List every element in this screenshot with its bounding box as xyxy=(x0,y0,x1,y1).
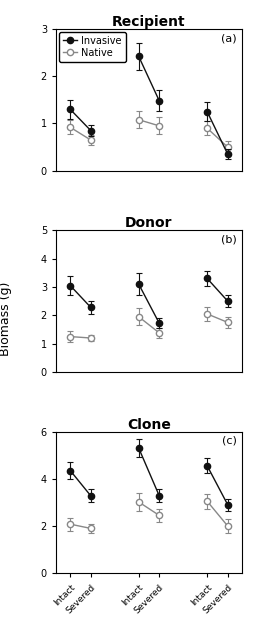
Title: Donor: Donor xyxy=(125,217,173,231)
Text: (c): (c) xyxy=(222,436,236,446)
Legend: Invasive, Native: Invasive, Native xyxy=(59,32,126,62)
Text: Biomass (g): Biomass (g) xyxy=(0,282,12,355)
Text: (b): (b) xyxy=(221,234,236,245)
Text: (a): (a) xyxy=(221,33,236,43)
Title: Clone: Clone xyxy=(127,418,171,431)
Title: Recipient: Recipient xyxy=(112,15,186,29)
